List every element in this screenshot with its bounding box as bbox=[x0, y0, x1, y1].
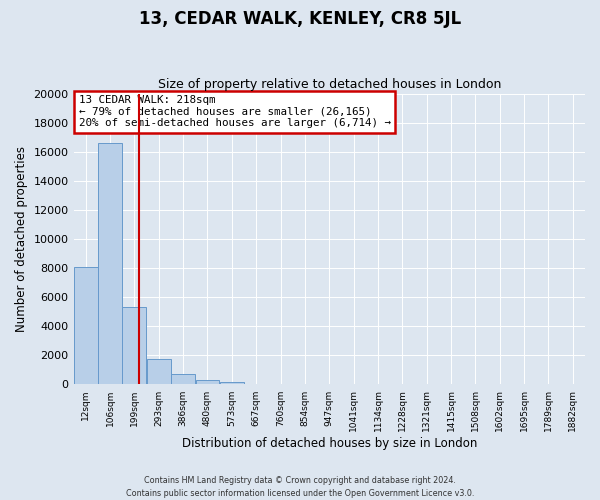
Bar bbox=[147, 359, 171, 384]
Text: Contains HM Land Registry data © Crown copyright and database right 2024.
Contai: Contains HM Land Registry data © Crown c… bbox=[126, 476, 474, 498]
Text: 13 CEDAR WALK: 218sqm
← 79% of detached houses are smaller (26,165)
20% of semi-: 13 CEDAR WALK: 218sqm ← 79% of detached … bbox=[79, 95, 391, 128]
Bar bbox=[98, 143, 122, 384]
Bar bbox=[171, 374, 195, 384]
Text: 13, CEDAR WALK, KENLEY, CR8 5JL: 13, CEDAR WALK, KENLEY, CR8 5JL bbox=[139, 10, 461, 28]
X-axis label: Distribution of detached houses by size in London: Distribution of detached houses by size … bbox=[182, 437, 477, 450]
Y-axis label: Number of detached properties: Number of detached properties bbox=[15, 146, 28, 332]
Title: Size of property relative to detached houses in London: Size of property relative to detached ho… bbox=[158, 78, 501, 91]
Bar bbox=[196, 380, 220, 384]
Bar bbox=[220, 382, 244, 384]
Bar bbox=[74, 268, 98, 384]
Bar bbox=[122, 308, 146, 384]
